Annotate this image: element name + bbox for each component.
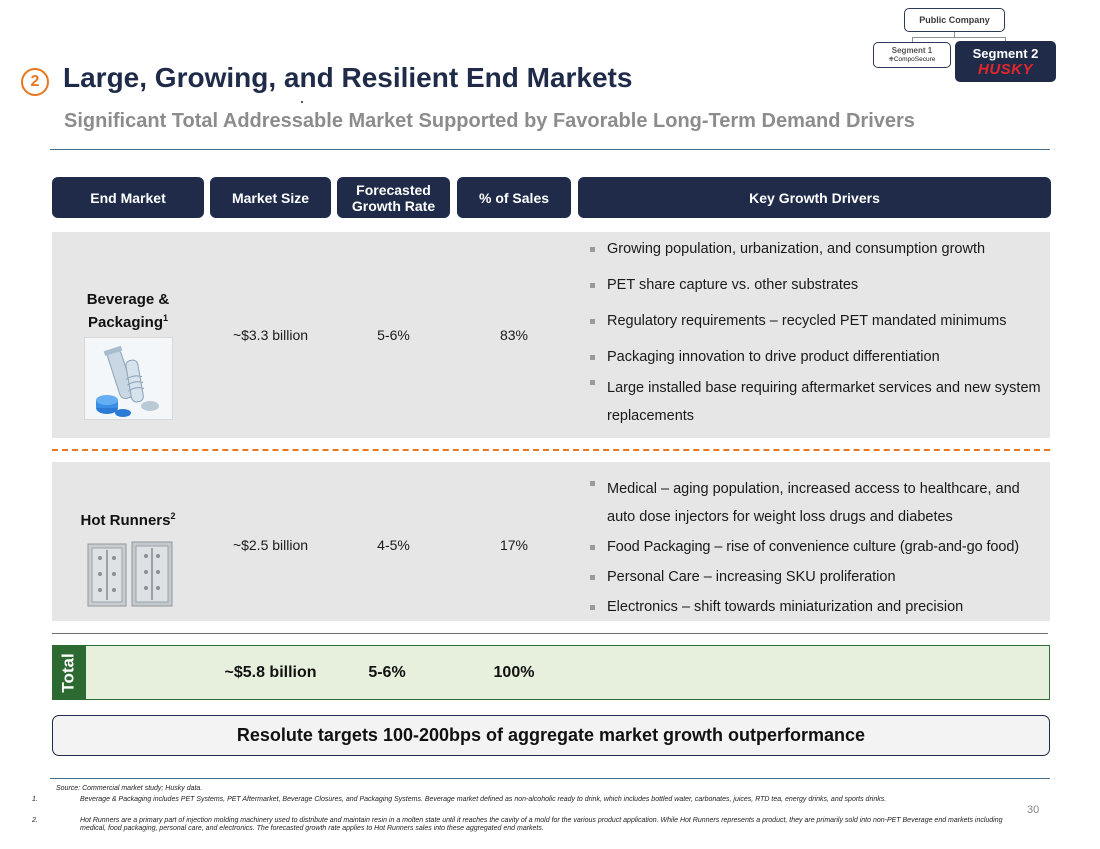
list-item: Large installed base requiring aftermark… bbox=[587, 374, 1047, 430]
list-item: Medical – aging population, increased ac… bbox=[587, 475, 1049, 531]
total-market-size: ~$5.8 billion bbox=[224, 664, 317, 681]
table-row bbox=[52, 232, 1050, 438]
bottle-preform-image bbox=[84, 337, 173, 420]
footer-divider bbox=[50, 778, 1050, 779]
row-separator bbox=[52, 449, 1050, 451]
list-item: Food Packaging – rise of convenience cul… bbox=[587, 539, 1049, 556]
page-number: 30 bbox=[1027, 804, 1040, 816]
growth-rate-value: 4-5% bbox=[377, 537, 410, 553]
org-connector bbox=[912, 37, 913, 42]
list-item: Packaging innovation to drive product di… bbox=[587, 349, 1047, 366]
org-segment-2: Segment 2 HUSKY bbox=[955, 41, 1056, 82]
total-label: Total bbox=[52, 645, 86, 700]
growth-rate-value: 5-6% bbox=[377, 327, 410, 343]
total-pct-sales: 100% bbox=[493, 664, 535, 681]
list-item: Electronics – shift towards miniaturizat… bbox=[587, 599, 1049, 616]
footer-source: Source: Commercial market study; Husky d… bbox=[56, 785, 203, 792]
footnote-2: 2. Hot Runners are a primary part of inje… bbox=[32, 817, 1003, 832]
segment-2-label: Segment 2 bbox=[972, 45, 1039, 61]
org-connector bbox=[954, 32, 955, 38]
header-growth-rate: Forecasted Growth Rate bbox=[337, 177, 450, 218]
list-item: Personal Care – increasing SKU prolifera… bbox=[587, 569, 1049, 586]
pct-sales-value: 17% bbox=[499, 537, 529, 553]
market-name-beverage: Beverage & Packaging1 bbox=[86, 291, 170, 331]
org-public-company-label: Public Company bbox=[919, 15, 990, 25]
list-item: Regulatory requirements – recycled PET m… bbox=[587, 313, 1047, 330]
husky-logo: HUSKY bbox=[977, 60, 1033, 78]
stray-dot bbox=[301, 101, 303, 103]
growth-drivers-list: Medical – aging population, increased ac… bbox=[587, 475, 1049, 616]
market-name-hot-runners: Hot Runners2 bbox=[80, 511, 176, 529]
footnote-1: 1. Beverage & Packaging includes PET Syst… bbox=[32, 796, 887, 803]
list-item: PET share capture vs. other substrates bbox=[587, 277, 1047, 294]
header-pct-sales: % of Sales bbox=[457, 177, 571, 218]
composecure-logo: ⎈CompoSecure bbox=[888, 56, 936, 63]
org-segment-1: Segment 1 ⎈CompoSecure bbox=[873, 42, 951, 68]
growth-drivers-list: Growing population, urbanization, and co… bbox=[587, 241, 1047, 430]
org-public-company: Public Company bbox=[904, 8, 1005, 32]
header-end-market: End Market bbox=[52, 177, 204, 218]
table-row bbox=[52, 462, 1050, 621]
title-divider bbox=[50, 149, 1050, 150]
header-market-size: Market Size bbox=[210, 177, 331, 218]
page-subtitle: Significant Total Addressable Market Sup… bbox=[64, 110, 915, 132]
org-connector bbox=[912, 37, 1005, 38]
page-title: Large, Growing, and Resilient End Market… bbox=[63, 62, 633, 93]
list-item: Growing population, urbanization, and co… bbox=[587, 241, 1047, 258]
total-row bbox=[52, 645, 1050, 700]
total-growth-rate: 5-6% bbox=[368, 664, 406, 681]
hot-runner-image bbox=[84, 538, 176, 609]
section-number-badge: 2 bbox=[21, 68, 49, 96]
total-divider bbox=[52, 633, 1048, 634]
market-size-value: ~$2.5 billion bbox=[232, 537, 309, 553]
outperformance-callout: Resolute targets 100-200bps of aggregate… bbox=[52, 715, 1050, 756]
segment-1-label: Segment 1 bbox=[891, 46, 933, 55]
org-connector bbox=[1005, 37, 1006, 41]
header-growth-drivers: Key Growth Drivers bbox=[578, 177, 1051, 218]
market-size-value: ~$3.3 billion bbox=[232, 327, 309, 343]
pct-sales-value: 83% bbox=[499, 327, 529, 343]
